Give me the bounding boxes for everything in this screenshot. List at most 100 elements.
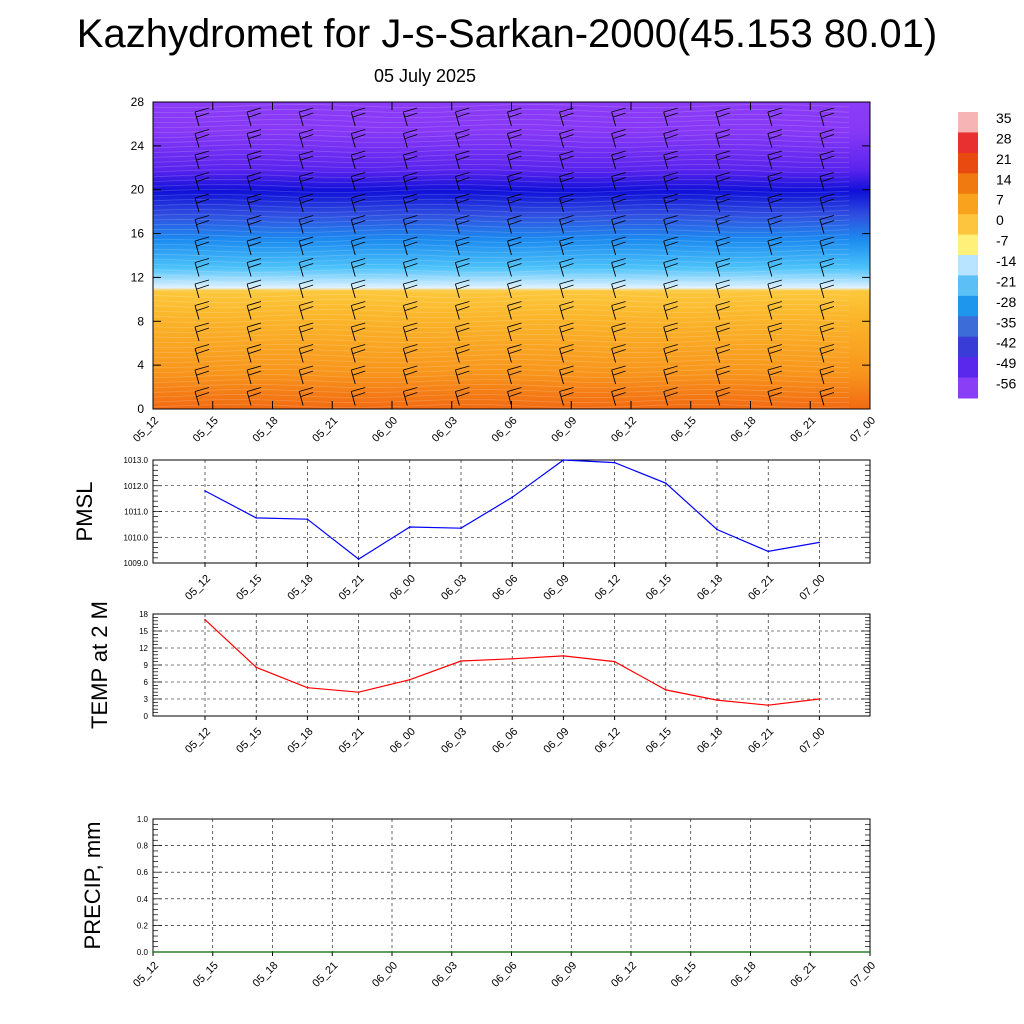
wind-barb [298, 301, 314, 320]
x-tick-label: 06_12 [609, 415, 639, 445]
colorbar-swatch [958, 336, 978, 358]
contour-lines [152, 103, 850, 409]
wind-barb [611, 129, 626, 148]
data-point [818, 541, 821, 544]
y-tick-label: 1011.0 [124, 508, 148, 517]
wind-barb [507, 322, 522, 342]
wind-barb [507, 193, 522, 213]
wind-barb [402, 193, 418, 213]
data-point [460, 660, 462, 662]
wind-barb [767, 301, 782, 320]
wind-barb [402, 387, 418, 406]
wind-barb [350, 301, 366, 320]
wind-barb [767, 279, 782, 299]
wind-barb [767, 236, 782, 256]
contour-line [152, 338, 850, 344]
x-tick-label: 05_12 [131, 960, 161, 990]
wind-barb [611, 344, 626, 363]
wind-barb [402, 172, 418, 191]
wind-barb [507, 215, 522, 234]
wind-barb [246, 279, 262, 299]
wind-barb [767, 172, 782, 191]
wind-barb [246, 322, 262, 342]
contour-line [152, 393, 850, 399]
wind-barb [663, 193, 678, 213]
wind-barb [767, 150, 782, 170]
contour-line [152, 313, 850, 319]
wind-barb [559, 322, 574, 342]
contour-line [152, 388, 850, 394]
contour-line [152, 268, 850, 274]
data-point [869, 951, 871, 953]
wind-barb [715, 301, 730, 320]
wind-barb [402, 129, 418, 148]
colorbar-label: 28 [996, 130, 1012, 146]
wind-barb [715, 236, 730, 256]
x-tick-label: 06_21 [746, 573, 776, 603]
wind-barb [715, 172, 730, 191]
contour-line [152, 143, 850, 149]
x-tick-label: 05_18 [285, 573, 315, 603]
x-tick-label: 07_00 [797, 726, 827, 756]
wind-barb [559, 129, 574, 148]
colorbar-label: -56 [996, 376, 1016, 392]
wind-barb [819, 129, 835, 148]
wind-barb [819, 193, 835, 213]
wind-barb [559, 301, 574, 320]
data-point [749, 951, 752, 953]
x-tick-label: 05_15 [234, 573, 264, 603]
x-tick-label: 05_12 [131, 415, 161, 445]
wind-barb [298, 172, 314, 191]
x-tick-label: 05_15 [191, 415, 221, 445]
contour-line [152, 248, 850, 254]
wind-barb [246, 258, 262, 277]
data-point [409, 526, 411, 528]
x-tick-label: 06_00 [370, 960, 400, 990]
wind-barb [819, 236, 835, 256]
wind-barb [611, 107, 626, 127]
wind-barb [663, 129, 678, 148]
wind-barb [819, 172, 835, 191]
wind-barb [819, 215, 835, 234]
wind-barb [507, 301, 522, 320]
colorbar-swatch [958, 295, 978, 317]
wind-barb [819, 279, 835, 299]
y-tick-label: 18 [139, 610, 148, 619]
contour-line [152, 278, 850, 284]
wind-barb [194, 344, 210, 363]
colorbar-swatch [958, 112, 978, 133]
colorbar-swatch [958, 234, 978, 256]
wind-barb [559, 193, 574, 213]
wind-barb [194, 193, 210, 213]
chart-subtitle: 05 July 2025 [373, 66, 477, 86]
data-point [460, 527, 462, 530]
x-tick-label: 06_03 [430, 960, 460, 990]
data-point [562, 655, 565, 657]
wind-barb [350, 193, 366, 213]
wind-barb [663, 301, 678, 320]
wind-barb [715, 365, 730, 385]
data-point [613, 461, 616, 464]
heatmap-field [153, 102, 870, 409]
wind-barb [767, 322, 782, 342]
wind-barb [507, 150, 522, 170]
wind-barb [611, 365, 626, 385]
contour-line [152, 258, 850, 264]
x-tick-label: 07_00 [848, 415, 878, 445]
wind-barb [507, 107, 522, 127]
colorbar-swatch [958, 152, 978, 174]
wind-barb [611, 172, 626, 191]
wind-barb [611, 236, 626, 256]
contour-line [152, 373, 850, 379]
wind-barb [663, 322, 678, 342]
data-point [391, 951, 393, 953]
wind-barb [402, 150, 418, 170]
y-tick-label: 0.8 [137, 842, 149, 851]
wind-barb [194, 236, 210, 256]
wind-barb [819, 301, 835, 320]
colorbar-swatch [958, 173, 978, 195]
wind-barb [246, 236, 262, 256]
y-tick-label: 1013.0 [124, 456, 149, 465]
data-point [357, 691, 360, 693]
wind-barb [507, 236, 522, 256]
